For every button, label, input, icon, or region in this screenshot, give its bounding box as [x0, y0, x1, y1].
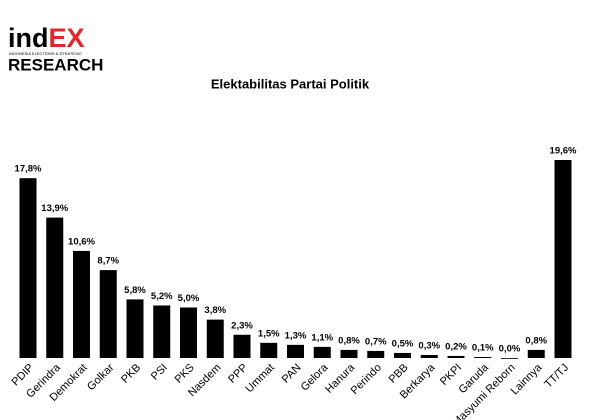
bar	[340, 349, 358, 358]
bar	[554, 160, 572, 358]
bar	[420, 354, 438, 358]
value-label: 5,0%	[178, 293, 200, 304]
value-label: 2,3%	[231, 320, 253, 331]
value-label: 13,9%	[41, 203, 68, 214]
bar	[73, 250, 90, 358]
bar	[474, 356, 492, 358]
logo-brand-main: ind	[8, 23, 49, 53]
value-label: 19,6%	[550, 146, 577, 157]
value-label: 17,8%	[15, 164, 42, 175]
bar	[501, 358, 518, 359]
value-label: 8,7%	[97, 256, 119, 267]
x-tick-label: PKS	[173, 362, 197, 386]
value-label: 1,3%	[285, 330, 307, 341]
bar	[527, 349, 545, 358]
bar	[260, 342, 278, 358]
logo-brand: indEX	[8, 23, 85, 53]
x-tick-label: PBB	[387, 362, 411, 386]
bar	[233, 334, 251, 358]
logo-brand-accent: EX	[49, 23, 85, 53]
x-tick-label: Ummat	[243, 362, 277, 396]
bar	[126, 299, 144, 358]
chart-title: Elektabilitas Partai Politik	[211, 76, 370, 91]
x-tick-label: Golkar	[85, 361, 117, 393]
logo-tagline: INDONESIA ELECTIONS & STRATEGIC	[9, 51, 82, 56]
value-label: 1,5%	[258, 328, 280, 339]
bar	[153, 305, 171, 358]
bar	[287, 344, 304, 358]
value-label: 0,7%	[365, 336, 387, 347]
bar	[206, 319, 224, 358]
x-tick-label: PPP	[226, 362, 250, 386]
x-tick-label: TT/TJ	[542, 362, 571, 391]
bar	[46, 217, 64, 358]
bar	[394, 352, 411, 358]
x-tick-label: PSI	[149, 362, 170, 383]
bar	[99, 270, 117, 358]
value-label: 0,8%	[525, 335, 547, 346]
bar	[447, 355, 465, 358]
value-label: 3,8%	[204, 305, 226, 316]
value-label: 0,2%	[445, 341, 467, 352]
value-label: 5,8%	[124, 285, 146, 296]
value-label: 0,5%	[392, 338, 414, 349]
value-label: 0,0%	[499, 344, 521, 355]
x-tick-label: PKB	[119, 362, 143, 386]
logo-sub: RESEARCH	[8, 55, 103, 74]
value-label: 10,6%	[68, 236, 95, 247]
value-label: 0,3%	[418, 340, 440, 351]
bar	[180, 307, 197, 358]
value-label: 5,2%	[151, 291, 173, 302]
bar	[19, 178, 37, 358]
x-tick-label: PAN	[280, 362, 304, 386]
value-label: 0,8%	[338, 335, 360, 346]
value-label: 1,1%	[311, 332, 333, 343]
x-tick-label: Lainnya	[509, 361, 545, 397]
bar	[313, 346, 331, 358]
value-label: 0,1%	[472, 343, 494, 354]
bar	[367, 350, 385, 358]
